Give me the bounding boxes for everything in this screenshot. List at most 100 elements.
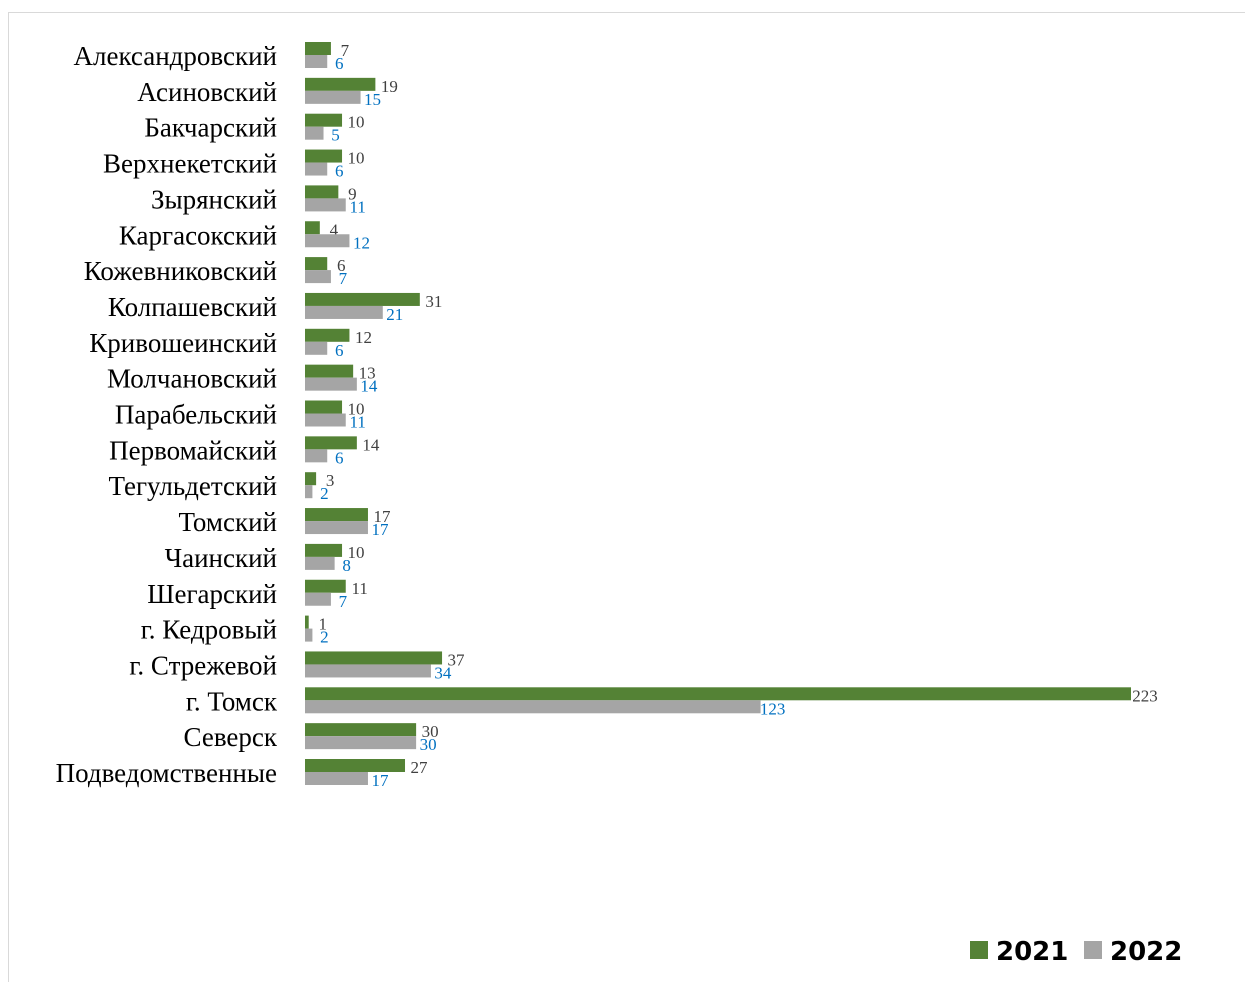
bar-2022 <box>305 126 324 140</box>
bar-2022 <box>305 664 431 678</box>
bar-2021 <box>305 687 1131 701</box>
chart-frame <box>8 12 1245 982</box>
data-label-2022: 6 <box>335 448 344 467</box>
data-label-2021: 10 <box>348 543 365 562</box>
data-label-2022: 2 <box>320 484 329 503</box>
bar-2021 <box>305 113 343 127</box>
bar-2021 <box>305 651 443 665</box>
category-label: Кривошеинский <box>89 328 277 358</box>
legend-swatch-2021 <box>970 941 988 959</box>
data-label-2022: 17 <box>371 771 389 790</box>
legend-label-2022: 2022 <box>1110 937 1182 967</box>
data-label-2021: 6 <box>337 256 346 275</box>
data-label-2021: 17 <box>373 507 391 526</box>
legend-swatch-2022 <box>1084 941 1102 959</box>
category-label: Северск <box>184 722 278 752</box>
bar-2022 <box>305 377 357 391</box>
bar-2022 <box>305 592 331 606</box>
category-label: Чаинский <box>165 543 277 573</box>
category-label: Молчановский <box>107 364 277 394</box>
bar-2022 <box>305 234 350 248</box>
bar-2021 <box>305 185 339 199</box>
data-label-2022: 6 <box>335 162 344 181</box>
bar-2021 <box>305 508 368 522</box>
category-label: Кожевниковский <box>84 256 277 286</box>
category-label: Тегульдетский <box>109 471 277 501</box>
data-label-2021: 7 <box>341 41 350 60</box>
bar-2022 <box>305 772 368 785</box>
data-label-2022: 2 <box>320 628 329 647</box>
bar-2021 <box>305 579 346 593</box>
category-label: Бакчарский <box>144 113 277 143</box>
bar-2021 <box>305 472 317 486</box>
bar-2022 <box>305 305 383 319</box>
data-label-2022: 11 <box>350 413 366 432</box>
bar-2021 <box>305 364 354 378</box>
data-label-2021: 10 <box>348 400 365 419</box>
data-label-2022: 12 <box>353 233 370 252</box>
data-label-2021: 31 <box>425 292 442 311</box>
data-label-2021: 19 <box>381 77 398 96</box>
bar-2021 <box>305 328 350 342</box>
data-label-2021: 223 <box>1132 686 1158 705</box>
data-label-2021: 10 <box>348 113 365 132</box>
bar-2021 <box>305 257 328 271</box>
data-label-2021: 13 <box>359 364 376 383</box>
category-label: Асиновский <box>137 77 277 107</box>
data-label-2022: 123 <box>760 699 786 718</box>
data-label-2022: 14 <box>360 377 378 396</box>
data-label-2021: 37 <box>448 650 466 669</box>
data-label-2021: 1 <box>318 615 327 634</box>
bar-2022 <box>305 270 331 284</box>
bar-2021 <box>305 77 376 91</box>
category-label: Шегарский <box>147 579 277 609</box>
bar-2022 <box>305 341 328 355</box>
category-label: Александровский <box>74 41 277 71</box>
bar-2022 <box>305 90 361 104</box>
category-label: Зырянский <box>151 184 277 214</box>
data-label-2021: 27 <box>411 758 429 777</box>
bar-2022 <box>305 162 328 176</box>
data-label-2022: 7 <box>339 269 348 288</box>
data-label-2021: 30 <box>422 722 439 741</box>
data-label-2021: 11 <box>352 579 368 598</box>
bar-2022 <box>305 736 417 750</box>
bar-2022 <box>305 628 313 642</box>
category-label: Парабельский <box>115 400 277 430</box>
category-label: г. Томск <box>186 686 278 716</box>
category-label: Подведомственные <box>56 758 277 788</box>
category-label: Первомайский <box>109 435 277 465</box>
bar-2021 <box>305 221 320 235</box>
category-label: Колпашевский <box>108 292 277 322</box>
bar-2022 <box>305 198 346 212</box>
bar-2021 <box>305 615 309 629</box>
data-label-2021: 10 <box>348 149 365 168</box>
legend: 2021 2022 <box>970 937 1182 967</box>
data-label-2021: 3 <box>326 471 335 490</box>
data-label-2021: 4 <box>330 220 339 239</box>
bar-2021 <box>305 543 343 557</box>
bar-2021 <box>305 149 343 163</box>
bar-2022 <box>305 521 368 535</box>
bar-2022 <box>305 413 346 427</box>
bar-2022 <box>305 556 335 570</box>
bar-2021 <box>305 436 357 450</box>
data-label-2022: 30 <box>420 735 437 754</box>
bar-2022 <box>305 449 328 463</box>
bar-2021 <box>305 292 420 306</box>
data-label-2022: 5 <box>331 126 340 145</box>
bar-2021 <box>305 723 417 737</box>
data-label-2021: 14 <box>362 435 380 454</box>
legend-label-2021: 2021 <box>996 937 1068 967</box>
category-label: г. Кедровый <box>141 615 277 645</box>
data-label-2022: 17 <box>371 520 389 539</box>
data-label-2022: 15 <box>364 90 381 109</box>
category-label: Каргасокский <box>119 220 277 250</box>
bar-2022 <box>305 55 328 68</box>
bar-2022 <box>305 700 761 714</box>
data-label-2022: 6 <box>335 54 344 73</box>
data-label-2021: 9 <box>348 184 357 203</box>
data-label-2022: 6 <box>335 341 344 360</box>
data-label-2022: 11 <box>350 197 366 216</box>
